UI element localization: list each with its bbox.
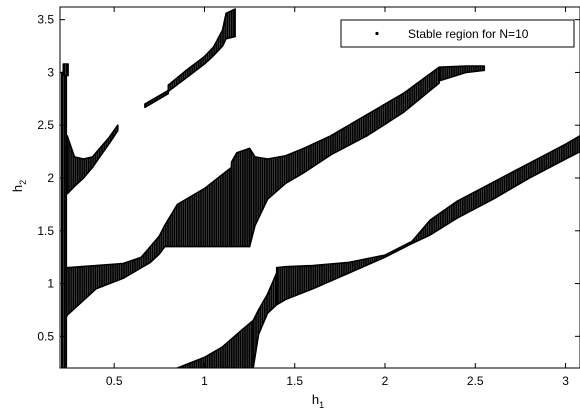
stable-region-5 (66, 124, 119, 195)
y-axis-label: h2 (10, 180, 28, 192)
y-tick-label: 2.5 (37, 118, 54, 132)
x-axis-label: h1 (312, 392, 324, 410)
legend-box (340, 19, 575, 48)
x-tick-label: 2 (382, 374, 389, 388)
stable-regions (61, 8, 580, 368)
stable-region-12 (275, 240, 413, 306)
y-tick-label: 0.5 (37, 329, 54, 343)
plot-area-frame (59, 6, 580, 369)
y-tick-label: 3.5 (37, 13, 54, 27)
stable-region-13 (411, 135, 580, 245)
legend: Stable region for N=10 (340, 19, 575, 48)
stable-region-10 (176, 319, 254, 368)
y-tick-labels: 0.5 1 1.5 2 2.5 3 3.5 (37, 13, 54, 344)
y-tick-label: 2 (47, 171, 54, 185)
stable-region-6 (144, 89, 170, 109)
stable-region-3 (248, 66, 440, 248)
x-tick-label: 1.5 (286, 374, 303, 388)
stable-region-1 (61, 166, 233, 327)
y-tick-label: 1.5 (37, 224, 54, 238)
stable-region-2 (230, 147, 251, 248)
x-tick-label: 0.5 (106, 374, 123, 388)
stable-region-8 (61, 71, 68, 368)
axis-ticks (60, 7, 580, 368)
legend-label: Stable region for N=10 (408, 27, 529, 41)
stable-region-9 (62, 63, 69, 77)
stable-region-11 (252, 272, 278, 368)
stable-region-4 (438, 65, 486, 82)
stable-region-7 (167, 8, 236, 93)
y-tick-label: 1 (47, 277, 54, 291)
legend-marker (375, 31, 379, 36)
x-tick-labels: 0.5 1 1.5 2 2.5 3 (106, 374, 569, 388)
x-tick-label: 2.5 (467, 374, 484, 388)
x-tick-label: 1 (201, 374, 208, 388)
x-tick-label: 3 (562, 374, 569, 388)
y-tick-label: 3 (47, 65, 54, 79)
